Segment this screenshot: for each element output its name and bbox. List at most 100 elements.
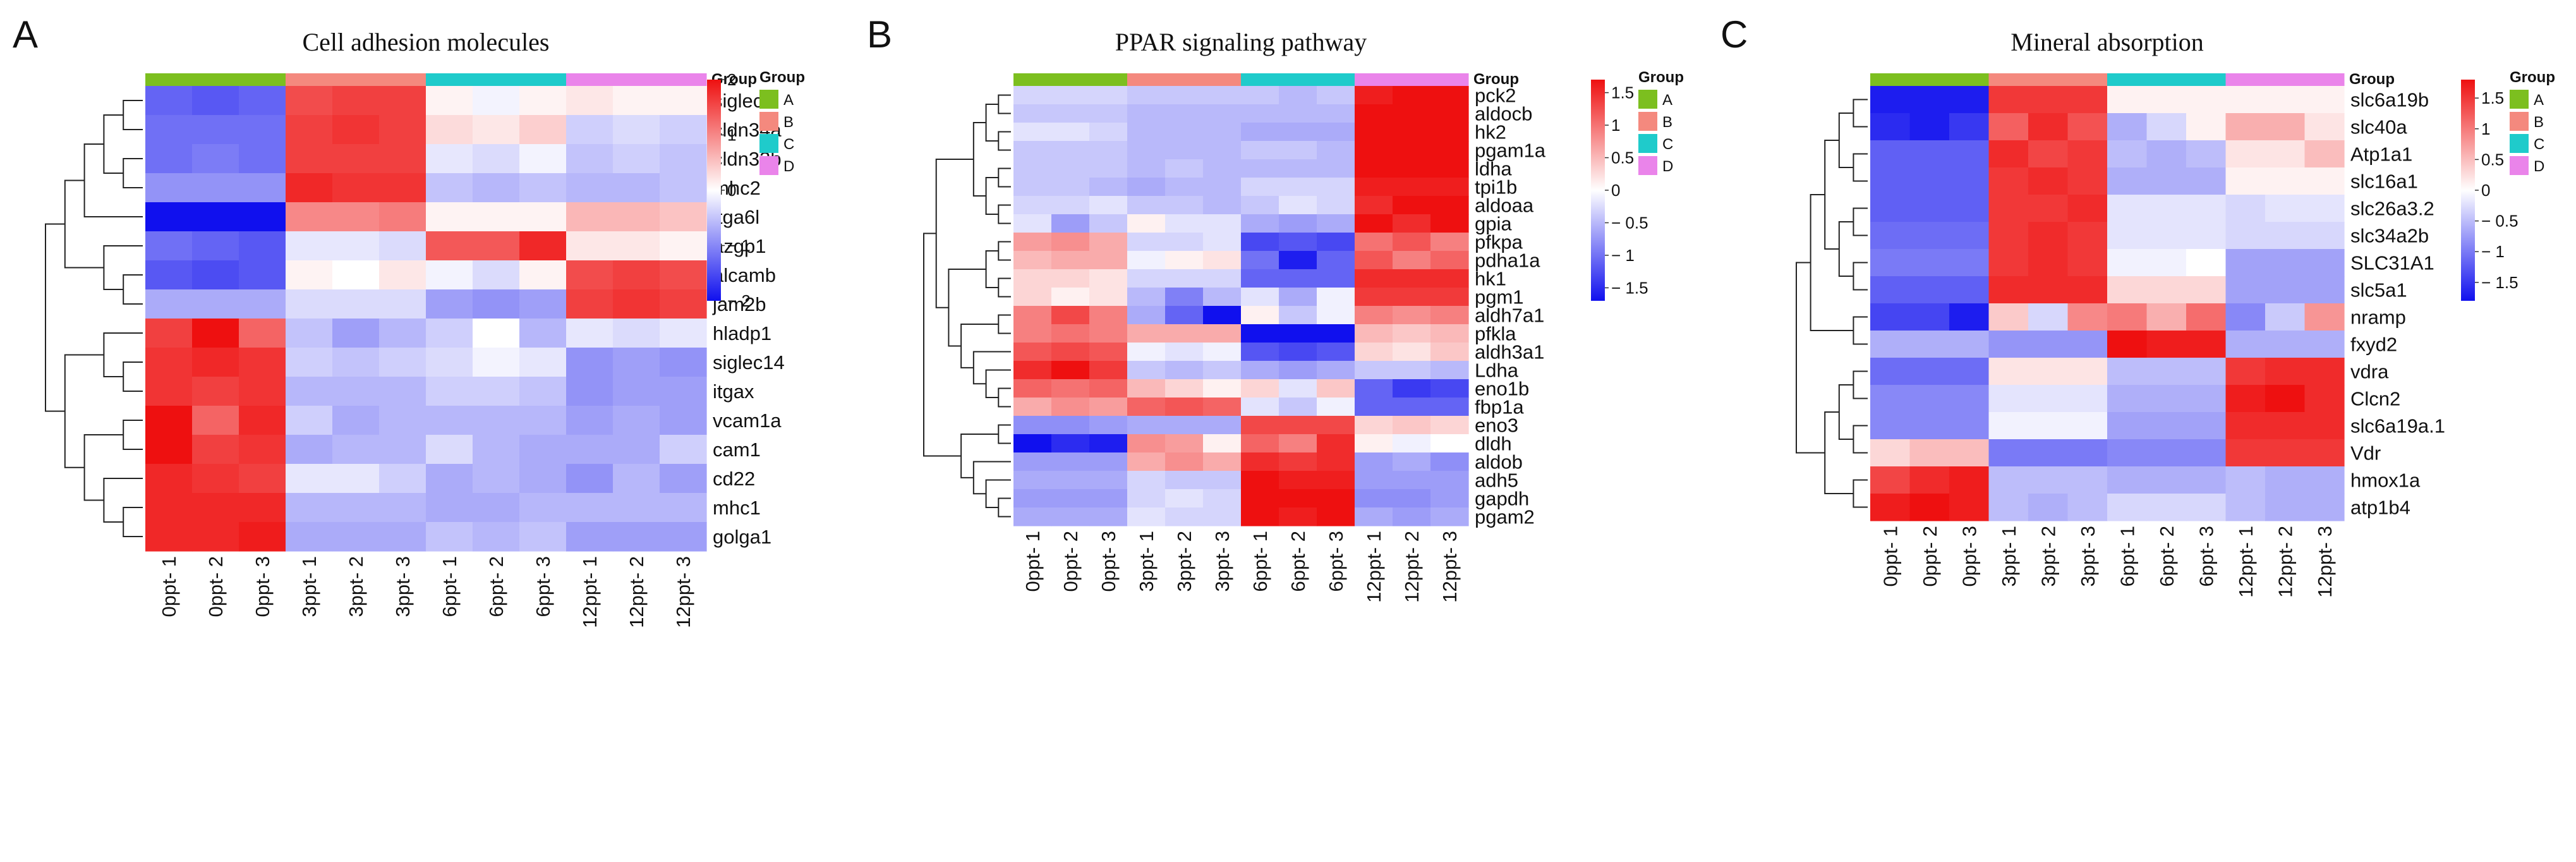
heatmap-cell [332, 522, 380, 552]
heatmap-cell [426, 464, 473, 494]
heatmap-cell [2304, 412, 2345, 440]
heatmap-cell [660, 202, 707, 232]
heatmap-cell [1089, 379, 1128, 398]
heatmap-cell [2028, 358, 2069, 385]
heatmap-cell [2067, 439, 2108, 467]
heatmap-cell [1013, 306, 1052, 325]
heatmap-cell [1870, 466, 1911, 494]
heatmap-cell [1393, 178, 1431, 197]
color-scale-tick-label: 0 [727, 181, 736, 200]
heatmap-cell [1013, 104, 1052, 123]
heatmap-cell [613, 522, 660, 552]
legend-swatch [2510, 90, 2529, 109]
heatmap-cell [2107, 276, 2148, 304]
heatmap-cell [2304, 195, 2345, 222]
column-label: 6ppt- 2 [2156, 526, 2178, 587]
column-label: 0ppt- 3 [1098, 531, 1120, 592]
heatmap-cell [660, 377, 707, 406]
heatmap-cell [2265, 412, 2306, 440]
heatmap-cell [2186, 113, 2227, 141]
heatmap-cell [1051, 379, 1090, 398]
legend-label: B [1662, 114, 1672, 131]
heatmap-cell [145, 202, 193, 232]
heatmap-cell [1949, 167, 1990, 195]
heatmap-cell [379, 115, 426, 145]
heatmap-cell [1393, 379, 1431, 398]
heatmap-cell [2225, 331, 2266, 358]
heatmap-cell [1013, 324, 1052, 343]
heatmap-cell [426, 289, 473, 319]
group-bar-cell [1355, 73, 1393, 86]
heatmap-cell [2265, 494, 2306, 521]
heatmap-cell [519, 377, 567, 406]
heatmap-cell [239, 406, 286, 435]
heatmap-cell [1089, 159, 1128, 178]
row-label: azgp1 [713, 235, 766, 257]
heatmap-cell [519, 115, 567, 145]
panel-letter: C [1720, 13, 1748, 56]
heatmap-cell [519, 319, 567, 348]
heatmap-cell [1279, 178, 1317, 197]
heatmap-cell [1393, 306, 1431, 325]
heatmap-cell [1317, 196, 1355, 215]
heatmap-cell [286, 231, 333, 261]
heatmap-cell [1165, 361, 1204, 380]
heatmap-cell [1870, 113, 1911, 141]
row-label: SLC31A1 [2350, 252, 2434, 274]
heatmap-cell [1241, 507, 1279, 526]
heatmap-cell [145, 173, 193, 203]
heatmap-cell [2146, 86, 2187, 114]
heatmap-cell [1317, 269, 1355, 288]
heatmap-cell [1949, 303, 1990, 331]
heatmap-cell [286, 115, 333, 145]
row-label: alcamb [713, 264, 776, 286]
heatmap-cell [1241, 379, 1279, 398]
heatmap-cell [2186, 167, 2227, 195]
row-label: nramp [2350, 307, 2406, 329]
heatmap-cell [473, 493, 520, 523]
heatmap-cell [2186, 276, 2227, 304]
group-bar-cell [2265, 73, 2305, 86]
heatmap-cell [1165, 324, 1204, 343]
heatmap-cell [239, 144, 286, 174]
column-label: 3ppt- 2 [345, 556, 367, 617]
heatmap-cell [1165, 343, 1204, 361]
heatmap-cell [1051, 178, 1090, 197]
heatmap-cell [192, 319, 239, 348]
heatmap-cell [1089, 104, 1128, 123]
heatmap-cell [426, 86, 473, 116]
heatmap-cell [239, 522, 286, 552]
heatmap-cell [2028, 303, 2069, 331]
heatmap-cell [660, 173, 707, 203]
legend-label: C [2534, 136, 2544, 153]
heatmap-cell [1317, 104, 1355, 123]
heatmap-cell [2265, 195, 2306, 222]
column-label: 0ppt- 3 [251, 556, 274, 617]
row-label: pfkpa [1475, 231, 1523, 253]
row-label: pgam2 [1475, 506, 1535, 528]
heatmap-cell [1013, 471, 1052, 490]
heatmap-cell [332, 493, 380, 523]
heatmap-cell [426, 435, 473, 464]
heatmap-cell [1089, 343, 1128, 361]
heatmap-cell [1870, 494, 1911, 521]
heatmap-cell [1127, 288, 1166, 307]
legend-label: C [1662, 136, 1673, 153]
heatmap-cell [2146, 222, 2187, 250]
heatmap-cell [1393, 123, 1431, 142]
heatmap-cell [473, 522, 520, 552]
heatmap-cell [2146, 167, 2187, 195]
heatmap-cell [1909, 86, 1950, 114]
heatmap-cell [1430, 452, 1469, 471]
heatmap-cell [1355, 141, 1393, 160]
heatmap-cell [1013, 379, 1052, 398]
heatmap-cell [1165, 507, 1204, 526]
panel-b: B PPAR signaling pathwayGrouppck2aldocbhk… [867, 13, 1684, 603]
column-label: 12ppt- 3 [2314, 526, 2336, 598]
heatmap-cell [1127, 86, 1166, 105]
color-scale-tick-label: 1 [2481, 119, 2490, 138]
heatmap-cell [2107, 303, 2148, 331]
heatmap-cell [379, 522, 426, 552]
heatmap-cell [1317, 507, 1355, 526]
heatmap-cell [1909, 195, 1950, 222]
